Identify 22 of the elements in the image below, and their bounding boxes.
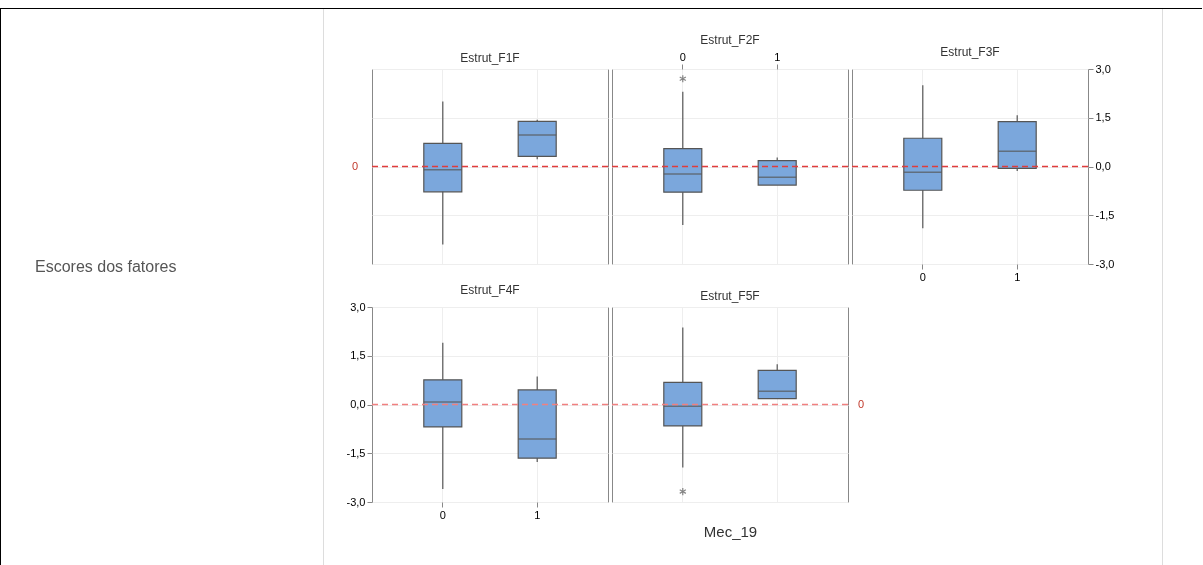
x-tick-label: 1 [774, 50, 781, 63]
ref-line-label: 0 [858, 397, 865, 410]
chart-title: Estrut_F4F [460, 283, 520, 297]
y-tick-label: 3,0 [350, 300, 366, 313]
y-tick-label: -3,0 [1095, 257, 1115, 270]
chart-title: Estrut_F5F [700, 289, 760, 303]
y-tick-label: 1,5 [1095, 111, 1111, 124]
x-tick-label: 1 [534, 508, 541, 521]
chart-title: Estrut_F1F [460, 51, 520, 65]
chart-title: Estrut_F3F [940, 45, 1000, 59]
x-tick-label: 1 [1014, 270, 1021, 283]
y-tick-label: 3,0 [1095, 62, 1111, 75]
y-tick-label: -3,0 [346, 495, 366, 508]
y-tick-label: -1,5 [1095, 208, 1115, 221]
y-axis-title: Escores dos fatores [35, 258, 177, 276]
y-tick-label: 0,0 [350, 398, 366, 410]
y-tick-label: 0,0 [1095, 160, 1111, 172]
ref-line-label: 0 [351, 159, 358, 172]
x-axis-title: Mec_19 [703, 522, 758, 540]
y-tick-label: 1,5 [350, 349, 366, 362]
chart-title: Estrut_F2F [700, 33, 760, 47]
y-tick-label: -1,5 [346, 446, 366, 459]
